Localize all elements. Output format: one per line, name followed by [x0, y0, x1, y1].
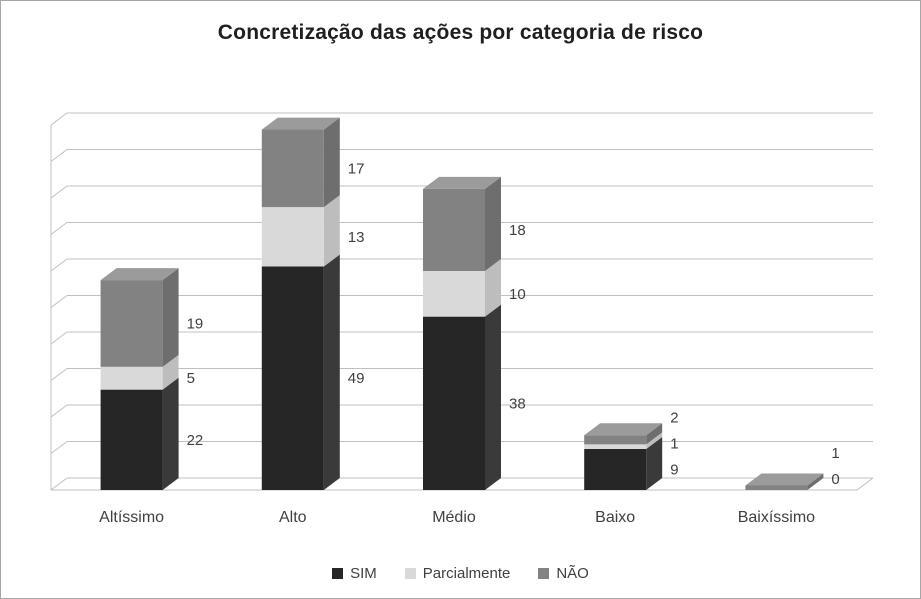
bar-side-Baixo-Parcialmente: [646, 432, 663, 449]
data-label-Baixíssimo-NÃO: 1: [831, 445, 839, 462]
category-label-Baixíssimo: Baixíssimo: [738, 509, 815, 526]
data-label-Baixíssimo-SIM: 0: [831, 471, 839, 488]
legend-label-parcialmente: Parcialmente: [422, 565, 511, 582]
legend-marker-parcialmente-icon: [404, 568, 416, 579]
bar-front-Baixo-SIM: [584, 448, 647, 490]
data-label-Baixo-NÃO: 2: [670, 409, 678, 426]
legend-item-parcialmente: Parcialmente: [404, 565, 511, 582]
legend-label-nao: NÃO: [556, 565, 589, 582]
category-label-Alto: Alto: [279, 509, 307, 526]
bar-front-Baixo-NÃO: [584, 435, 647, 445]
gridline-side: [50, 258, 68, 272]
gridline-side: [50, 477, 68, 491]
gridline-side: [50, 112, 68, 126]
bar-side-Alto-Parcialmente: [323, 195, 340, 267]
bar-side-Baixo-NÃO: [646, 423, 663, 445]
gridline-side: [50, 149, 68, 162]
category-label-Baixo: Baixo: [595, 509, 635, 526]
data-label-Altíssimo-SIM: 22: [187, 432, 204, 449]
gridline-side: [50, 222, 68, 235]
bar-top-Médio-NÃO: [423, 176, 501, 189]
floor-right-edge: [856, 477, 874, 491]
data-label-Alto-SIM: 49: [348, 370, 365, 387]
bar-top-Baixo-NÃO: [584, 423, 663, 436]
bar-front-Médio-Parcialmente: [423, 271, 485, 317]
category-label-Médio: Médio: [432, 509, 476, 526]
bar-side-Baixíssimo-NÃO: [807, 473, 824, 490]
bar-side-Baixo-SIM: [646, 436, 663, 490]
gridline-side: [50, 295, 68, 308]
data-label-Alto-Parcialmente: 13: [348, 229, 365, 246]
bar-front-Médio-SIM: [423, 316, 485, 490]
bar-side-Alto-SIM: [323, 254, 340, 490]
gridline-side: [50, 441, 68, 454]
gridline-side: [50, 185, 68, 199]
bar-side-Altíssimo-Parcialmente: [162, 354, 179, 390]
bar-front-Baixíssimo-NÃO: [745, 485, 808, 490]
bar-front-Alto-SIM: [261, 266, 324, 490]
data-label-Baixo-SIM: 9: [670, 461, 678, 478]
bar-front-Altíssimo-NÃO: [100, 280, 163, 367]
category-label-Altíssimo: Altíssimo: [99, 509, 164, 526]
bar-front-Médio-NÃO: [423, 188, 485, 271]
bar-side-Altíssimo-NÃO: [162, 268, 179, 367]
bar-side-Alto-NÃO: [323, 117, 340, 208]
bar-top-Baixíssimo-NÃO: [745, 473, 824, 486]
bar-side-Médio-Parcialmente: [485, 259, 501, 317]
legend-item-nao: NÃO: [538, 565, 589, 582]
bar-top-Altíssimo-NÃO: [100, 268, 179, 281]
gridline-side: [50, 368, 68, 381]
data-label-Baixo-Parcialmente: 1: [670, 435, 678, 452]
data-label-Alto-NÃO: 17: [348, 160, 365, 177]
bar-front-Altíssimo-Parcialmente: [100, 366, 163, 390]
data-label-Médio-SIM: 38: [509, 395, 526, 412]
bar-top-Alto-NÃO: [261, 117, 340, 130]
bar-front-Alto-NÃO: [261, 129, 324, 208]
bar-front-Altíssimo-SIM: [100, 389, 163, 490]
data-label-Altíssimo-NÃO: 19: [187, 315, 204, 332]
bar-side-Altíssimo-SIM: [162, 377, 179, 490]
legend-item-sim: SIM: [332, 565, 377, 582]
data-label-Médio-Parcialmente: 10: [509, 286, 526, 303]
legend-marker-nao-icon: [538, 568, 550, 579]
bar-side-Médio-SIM: [485, 304, 501, 490]
legend-marker-sim-icon: [332, 568, 344, 579]
gridline-side: [50, 331, 68, 345]
chart-legend: SIM Parcialmente NÃO: [1, 565, 920, 582]
bar-side-Médio-NÃO: [485, 176, 501, 271]
bar-front-Baixo-Parcialmente: [584, 444, 647, 449]
chart-title: Concretização das ações por categoria de…: [217, 21, 704, 44]
data-label-Altíssimo-Parcialmente: 5: [187, 370, 195, 387]
legend-label-sim: SIM: [350, 565, 377, 582]
bar-front-Alto-Parcialmente: [261, 207, 324, 267]
data-label-Médio-NÃO: 18: [509, 222, 526, 239]
gridline-side: [50, 404, 68, 418]
